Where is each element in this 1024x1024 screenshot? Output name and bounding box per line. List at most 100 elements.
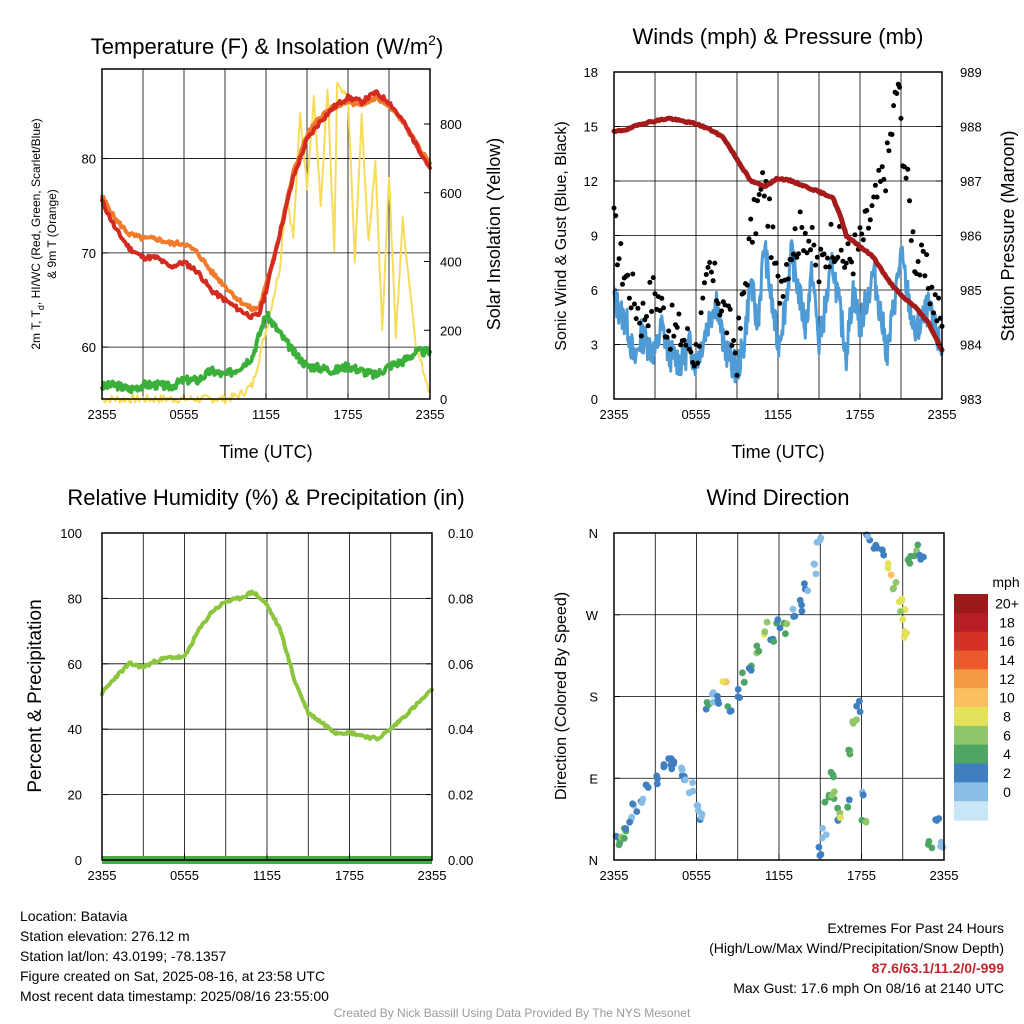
y-tick-label: 70: [82, 246, 96, 261]
gust-point: [616, 256, 622, 262]
direction-point: [620, 834, 628, 842]
humidity-grid: [102, 532, 432, 861]
direction-point: [864, 532, 872, 540]
y2-tick-label: 600: [440, 186, 462, 201]
direction-point: [822, 831, 830, 839]
direction-point: [791, 612, 799, 620]
y2-tick-label: 988: [960, 120, 982, 135]
gust-point: [907, 198, 912, 204]
gust-point: [637, 320, 643, 326]
colorbar-label: 20+: [995, 595, 1019, 611]
colorbar-label: 10: [999, 690, 1015, 706]
direction-point: [740, 678, 748, 686]
x-tick-label: 1755: [334, 407, 363, 422]
colorbar-label: 18: [999, 614, 1015, 630]
gust-point: [917, 272, 923, 278]
gust-point: [835, 254, 841, 260]
gust-point: [789, 257, 795, 263]
gust-point: [796, 251, 801, 257]
gust-point: [734, 372, 740, 378]
gust-point: [702, 280, 707, 286]
gust-point: [927, 301, 933, 307]
gust-point: [727, 306, 733, 312]
pressure-line: [611, 115, 945, 353]
direction-point: [678, 766, 686, 774]
x-tick-label: 2355: [416, 407, 445, 422]
gust-point: [850, 271, 856, 277]
x-tick-label: 2355: [88, 407, 117, 422]
direction-point: [693, 802, 701, 809]
colorbar-swatch: [954, 725, 988, 746]
gust-point: [671, 333, 677, 339]
y-tick-label: 80: [82, 152, 96, 167]
direction-point: [817, 851, 825, 858]
gust-point: [891, 103, 897, 109]
x-tick-label: 0555: [682, 868, 711, 883]
gust-point: [905, 166, 911, 172]
gust-point: [749, 239, 755, 245]
max-gust: Max Gust: 17.6 mph On 08/16 at 2140 UTC: [733, 980, 1004, 996]
gust-point: [869, 203, 875, 209]
direction-point: [774, 616, 782, 624]
dewpoint-line: [100, 310, 432, 395]
direction-point: [798, 607, 806, 615]
gust-point: [884, 140, 890, 146]
direction-point: [801, 580, 808, 588]
direction-point: [668, 765, 676, 773]
gust-point: [768, 255, 774, 261]
direction-point: [689, 779, 696, 786]
station-elevation: Station elevation: 276.12 m: [20, 928, 190, 944]
y-tick-label: W: [586, 608, 599, 623]
y2-tick-label: 800: [440, 117, 462, 132]
y2-tick-label: 984: [960, 338, 982, 353]
direction-point: [815, 843, 823, 851]
gust-point: [842, 265, 848, 270]
gust-point: [705, 264, 711, 270]
gust-point: [700, 295, 706, 301]
gust-point: [666, 328, 672, 334]
gust-point: [678, 342, 684, 348]
gust-point: [808, 247, 813, 253]
gust-point: [652, 291, 658, 297]
gust-point: [630, 271, 636, 277]
y2-tick-label: 0: [440, 392, 447, 407]
direction-point: [761, 628, 769, 636]
gust-point: [732, 350, 738, 356]
x-tick-label: 2355: [928, 407, 957, 422]
gust-point: [799, 225, 805, 230]
direction-point: [798, 601, 805, 609]
gust-point: [703, 272, 709, 277]
gust-point: [802, 230, 808, 236]
gust-point: [843, 260, 849, 266]
extremes-legend: (High/Low/Max Wind/Precipitation/Snow De…: [709, 940, 1004, 956]
colorbar-swatch: [954, 631, 988, 652]
gust-point: [898, 115, 904, 121]
gust-point: [797, 209, 803, 215]
gust-point: [620, 281, 625, 287]
speed-colorbar: 20+ 18 16 14 12 10 8 6 4 2 0: [954, 594, 1019, 821]
extremes-values: 87.6/63.1/11.2/0/-999: [871, 960, 1004, 976]
direction-point: [849, 720, 857, 727]
x-tick-label: 1155: [765, 868, 793, 883]
winds-title: Winds (mph) & Pressure (mb): [633, 24, 924, 49]
gust-point: [867, 217, 873, 223]
gust-point: [760, 170, 766, 176]
gust-point: [929, 284, 935, 290]
temperature-xlabel: Time (UTC): [219, 442, 312, 462]
gust-point: [628, 305, 634, 311]
direction-point: [681, 776, 689, 784]
gust-point: [633, 316, 639, 322]
direction-point: [789, 605, 797, 613]
colorbar-swatch: [954, 688, 988, 708]
gust-point: [790, 251, 796, 257]
temperature-grid: [102, 69, 430, 399]
gust-point: [809, 225, 815, 230]
direction-point: [924, 841, 932, 848]
temperature-ylabel-line1: 2m T, Td, HI/WC (Red, Green, Scarlet/Blu…: [29, 118, 46, 349]
direction-ylabel: Direction (Colored By Speed): [553, 592, 570, 800]
direction-point: [736, 694, 743, 701]
y2-tick-label: 989: [960, 65, 982, 80]
direction-point: [638, 799, 646, 806]
colorbar-label: 2: [1003, 765, 1011, 781]
